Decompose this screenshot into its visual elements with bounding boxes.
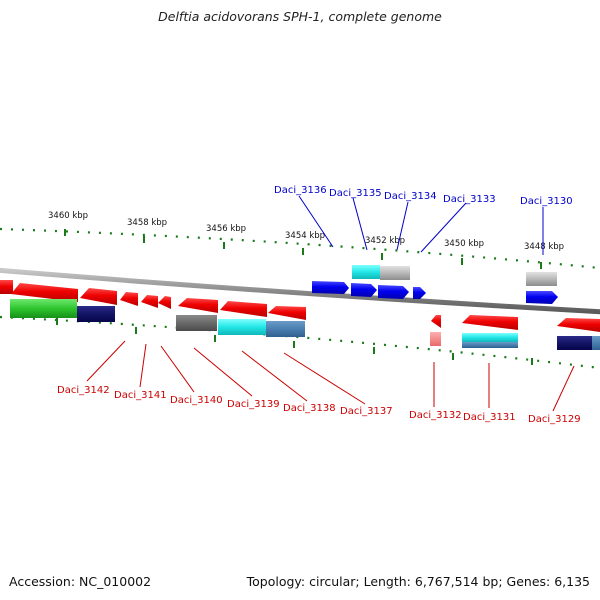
tick-label: 3448 kbp xyxy=(524,242,564,252)
gene-arrow[interactable] xyxy=(80,288,117,305)
tick-label: 3450 kbp xyxy=(444,239,484,249)
accession-text: Accession: NC_010002 xyxy=(9,574,152,589)
gene-label[interactable]: Daci_3141 xyxy=(114,390,167,401)
gene-label[interactable]: Daci_3133 xyxy=(443,194,496,205)
gene-arrow[interactable] xyxy=(158,296,171,309)
feature-block xyxy=(462,333,518,342)
gene-arrow[interactable] xyxy=(120,292,138,306)
gene-label[interactable]: Daci_3129 xyxy=(528,414,581,425)
gene-label[interactable]: Daci_3132 xyxy=(409,410,462,421)
gene-arrow[interactable] xyxy=(431,315,441,328)
gene-label[interactable]: Daci_3138 xyxy=(283,403,336,414)
feature-block xyxy=(462,342,518,348)
gene-label[interactable]: Daci_3137 xyxy=(340,406,393,417)
reverse-strand-features xyxy=(10,299,600,350)
inner-major-ticks xyxy=(56,318,533,365)
outer-tick-ring xyxy=(0,227,600,270)
gene-arrow[interactable] xyxy=(462,315,518,330)
gene-arrow[interactable] xyxy=(0,280,13,294)
gene-arrow[interactable] xyxy=(11,283,78,302)
gene-label[interactable]: Daci_3139 xyxy=(227,399,280,410)
outer-major-ticks xyxy=(64,229,542,269)
gene-arrow[interactable] xyxy=(141,295,158,308)
gene-label[interactable]: Daci_3135 xyxy=(329,188,382,199)
gene-arrow[interactable] xyxy=(413,287,426,299)
gene-label[interactable]: Daci_3130 xyxy=(520,196,573,207)
feature-block xyxy=(266,321,305,337)
genome-backbone xyxy=(0,267,600,315)
gene-label[interactable]: Daci_3134 xyxy=(384,191,437,202)
feature-block xyxy=(430,332,441,346)
gene-arrow[interactable] xyxy=(220,301,267,317)
forward-label-connectors xyxy=(298,195,544,255)
feature-block xyxy=(380,266,410,280)
gene-arrow[interactable] xyxy=(351,283,377,297)
gene-arrow[interactable] xyxy=(557,318,600,332)
gene-label[interactable]: Daci_3131 xyxy=(463,412,516,423)
feature-block xyxy=(77,306,115,322)
feature-block xyxy=(352,265,380,279)
gene-label[interactable]: Daci_3136 xyxy=(274,185,327,196)
forward-strand-features xyxy=(352,265,557,286)
inner-tick-ring xyxy=(0,315,600,370)
tick-label: 3458 kbp xyxy=(127,218,167,228)
tick-label: 3454 kbp xyxy=(285,231,325,241)
feature-block xyxy=(218,319,266,335)
gene-label[interactable]: Daci_3140 xyxy=(170,395,223,406)
gene-arrow[interactable] xyxy=(378,285,409,299)
tick-label: 3452 kbp xyxy=(365,236,405,246)
gene-label[interactable]: Daci_3142 xyxy=(57,385,110,396)
gene-arrow[interactable] xyxy=(178,298,218,313)
feature-block xyxy=(557,336,592,350)
tick-labels: 3460 kbp 3458 kbp 3456 kbp 3454 kbp 3452… xyxy=(48,211,564,252)
feature-block xyxy=(526,272,557,286)
genome-summary-text: Topology: circular; Length: 6,767,514 bp… xyxy=(246,574,590,589)
feature-block xyxy=(592,336,600,350)
tick-label: 3460 kbp xyxy=(48,211,88,221)
reverse-gene-labels: Daci_3142 Daci_3141 Daci_3140 Daci_3139 … xyxy=(57,385,581,425)
gene-arrow[interactable] xyxy=(526,291,558,304)
feature-block xyxy=(176,315,217,331)
page-title: Delftia acidovorans SPH-1, complete geno… xyxy=(158,9,442,24)
forward-gene-labels: Daci_3136 Daci_3135 Daci_3134 Daci_3133 … xyxy=(274,185,573,207)
reverse-label-connectors xyxy=(86,340,575,412)
reverse-strand-genes xyxy=(0,280,600,332)
gene-arrow[interactable] xyxy=(312,281,349,294)
forward-strand-genes xyxy=(312,281,558,304)
tick-label: 3456 kbp xyxy=(206,224,246,234)
feature-block xyxy=(10,299,77,318)
gene-arrow[interactable] xyxy=(268,306,306,320)
